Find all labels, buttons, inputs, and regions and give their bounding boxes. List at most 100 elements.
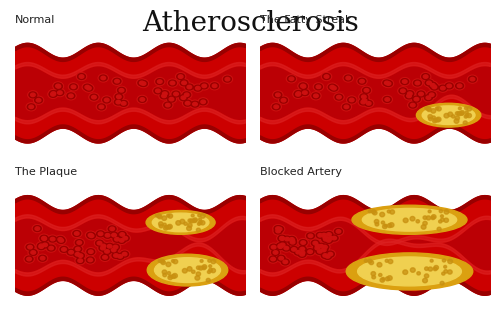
Ellipse shape [187, 85, 192, 89]
Ellipse shape [118, 99, 129, 107]
Ellipse shape [25, 243, 35, 251]
Ellipse shape [332, 236, 336, 240]
Ellipse shape [212, 84, 217, 87]
Ellipse shape [288, 238, 296, 243]
Ellipse shape [200, 221, 205, 225]
Ellipse shape [40, 257, 45, 260]
Ellipse shape [88, 233, 96, 239]
Ellipse shape [330, 235, 338, 241]
Ellipse shape [48, 236, 56, 242]
Ellipse shape [70, 84, 78, 90]
Ellipse shape [385, 260, 388, 262]
Ellipse shape [326, 233, 331, 236]
Ellipse shape [74, 239, 85, 247]
Ellipse shape [314, 243, 322, 249]
Ellipse shape [118, 232, 126, 237]
Ellipse shape [282, 245, 290, 251]
Ellipse shape [46, 244, 56, 252]
Ellipse shape [424, 79, 434, 87]
Ellipse shape [120, 100, 128, 106]
Ellipse shape [48, 235, 58, 243]
Ellipse shape [346, 76, 350, 80]
Ellipse shape [163, 273, 166, 277]
Ellipse shape [324, 254, 332, 259]
Ellipse shape [384, 224, 387, 227]
Ellipse shape [112, 253, 120, 259]
Ellipse shape [436, 118, 440, 122]
Ellipse shape [141, 82, 146, 85]
Ellipse shape [427, 81, 432, 84]
Ellipse shape [408, 101, 418, 109]
Ellipse shape [318, 250, 322, 253]
Ellipse shape [273, 91, 283, 99]
Ellipse shape [289, 245, 299, 253]
Ellipse shape [294, 91, 302, 97]
Ellipse shape [324, 238, 332, 243]
Ellipse shape [300, 83, 308, 89]
Ellipse shape [200, 260, 203, 262]
Ellipse shape [184, 83, 194, 91]
Ellipse shape [322, 253, 329, 259]
Ellipse shape [72, 229, 82, 237]
Ellipse shape [466, 111, 468, 114]
Ellipse shape [196, 228, 200, 232]
Ellipse shape [50, 237, 55, 241]
Ellipse shape [323, 254, 328, 257]
Ellipse shape [298, 249, 308, 257]
Ellipse shape [202, 265, 207, 269]
Ellipse shape [160, 90, 170, 98]
Ellipse shape [163, 223, 166, 226]
Ellipse shape [444, 265, 446, 268]
Ellipse shape [108, 226, 116, 232]
Ellipse shape [50, 91, 58, 96]
Ellipse shape [321, 244, 329, 250]
Ellipse shape [272, 245, 276, 249]
Ellipse shape [360, 79, 364, 83]
Ellipse shape [112, 77, 122, 85]
Ellipse shape [54, 82, 64, 90]
Ellipse shape [56, 236, 64, 242]
Ellipse shape [120, 234, 130, 242]
Ellipse shape [346, 96, 357, 104]
Ellipse shape [28, 104, 35, 110]
Ellipse shape [380, 212, 384, 217]
Ellipse shape [66, 92, 76, 100]
Ellipse shape [382, 95, 392, 103]
Ellipse shape [206, 278, 210, 282]
Ellipse shape [374, 219, 379, 224]
Ellipse shape [102, 256, 108, 259]
Ellipse shape [42, 243, 48, 247]
Ellipse shape [181, 96, 186, 99]
Ellipse shape [316, 85, 321, 89]
Ellipse shape [159, 224, 163, 228]
Ellipse shape [390, 210, 394, 214]
Ellipse shape [96, 231, 104, 237]
Ellipse shape [198, 98, 208, 106]
Ellipse shape [319, 231, 329, 239]
Ellipse shape [110, 232, 118, 238]
Ellipse shape [210, 82, 220, 90]
Ellipse shape [34, 226, 41, 231]
Ellipse shape [186, 102, 190, 105]
Ellipse shape [383, 80, 390, 86]
Ellipse shape [330, 85, 338, 91]
Ellipse shape [268, 255, 278, 263]
Ellipse shape [170, 81, 175, 85]
Ellipse shape [428, 115, 432, 119]
Ellipse shape [86, 257, 94, 263]
Ellipse shape [76, 247, 80, 251]
Ellipse shape [348, 97, 356, 103]
Ellipse shape [314, 83, 324, 91]
Ellipse shape [320, 247, 328, 253]
Ellipse shape [440, 218, 444, 221]
Ellipse shape [375, 222, 379, 226]
Ellipse shape [160, 259, 164, 263]
Ellipse shape [314, 245, 321, 251]
Ellipse shape [400, 77, 410, 85]
Ellipse shape [88, 258, 92, 262]
Ellipse shape [404, 92, 414, 100]
Ellipse shape [54, 83, 62, 89]
Ellipse shape [298, 82, 308, 90]
Ellipse shape [278, 236, 286, 242]
Ellipse shape [277, 255, 285, 261]
